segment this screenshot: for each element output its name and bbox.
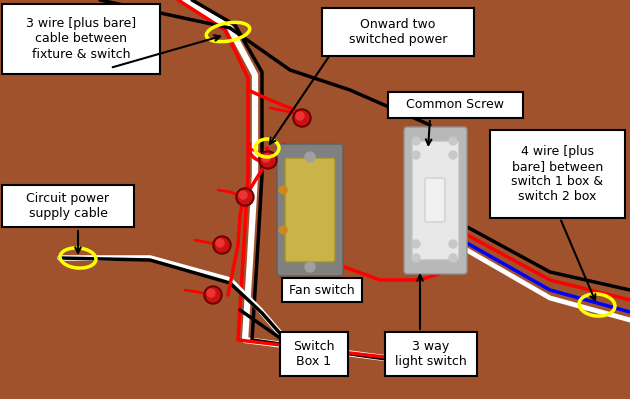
FancyBboxPatch shape bbox=[280, 332, 348, 376]
FancyBboxPatch shape bbox=[2, 4, 160, 74]
Circle shape bbox=[295, 111, 309, 125]
Circle shape bbox=[449, 240, 457, 248]
Circle shape bbox=[236, 188, 254, 206]
Circle shape bbox=[412, 254, 420, 262]
Circle shape bbox=[259, 151, 277, 169]
Circle shape bbox=[262, 154, 270, 162]
FancyBboxPatch shape bbox=[425, 178, 445, 222]
Text: Onward two
switched power: Onward two switched power bbox=[349, 18, 447, 46]
Circle shape bbox=[216, 239, 224, 247]
Text: 4 wire [plus
bare] between
switch 1 box &
switch 2 box: 4 wire [plus bare] between switch 1 box … bbox=[512, 145, 604, 203]
Circle shape bbox=[412, 240, 420, 248]
Circle shape bbox=[279, 186, 287, 194]
FancyBboxPatch shape bbox=[404, 127, 467, 274]
FancyBboxPatch shape bbox=[412, 141, 459, 260]
Circle shape bbox=[412, 151, 420, 159]
Text: 3 wire [plus bare]
cable between
fixture & switch: 3 wire [plus bare] cable between fixture… bbox=[26, 18, 136, 61]
FancyBboxPatch shape bbox=[282, 278, 362, 302]
Circle shape bbox=[412, 137, 420, 145]
Circle shape bbox=[239, 191, 247, 199]
FancyBboxPatch shape bbox=[385, 332, 477, 376]
Circle shape bbox=[279, 226, 287, 234]
FancyBboxPatch shape bbox=[2, 185, 134, 227]
Circle shape bbox=[204, 286, 222, 304]
Circle shape bbox=[207, 289, 215, 297]
Circle shape bbox=[261, 153, 275, 167]
Circle shape bbox=[305, 152, 315, 162]
FancyBboxPatch shape bbox=[277, 144, 343, 276]
Circle shape bbox=[238, 190, 252, 204]
Circle shape bbox=[215, 238, 229, 252]
FancyBboxPatch shape bbox=[322, 8, 474, 56]
FancyBboxPatch shape bbox=[490, 130, 625, 218]
Circle shape bbox=[293, 109, 311, 127]
FancyBboxPatch shape bbox=[285, 158, 335, 262]
FancyBboxPatch shape bbox=[388, 92, 523, 118]
Circle shape bbox=[305, 262, 315, 272]
Circle shape bbox=[296, 112, 304, 120]
Text: 3 way
light switch: 3 way light switch bbox=[395, 340, 467, 368]
Text: Switch
Box 1: Switch Box 1 bbox=[293, 340, 335, 368]
Circle shape bbox=[213, 236, 231, 254]
Text: Common Screw: Common Screw bbox=[406, 99, 505, 111]
Circle shape bbox=[449, 254, 457, 262]
Text: Fan switch: Fan switch bbox=[289, 284, 355, 296]
Circle shape bbox=[206, 288, 220, 302]
Circle shape bbox=[449, 151, 457, 159]
Circle shape bbox=[449, 137, 457, 145]
Text: Circuit power
supply cable: Circuit power supply cable bbox=[26, 192, 110, 220]
